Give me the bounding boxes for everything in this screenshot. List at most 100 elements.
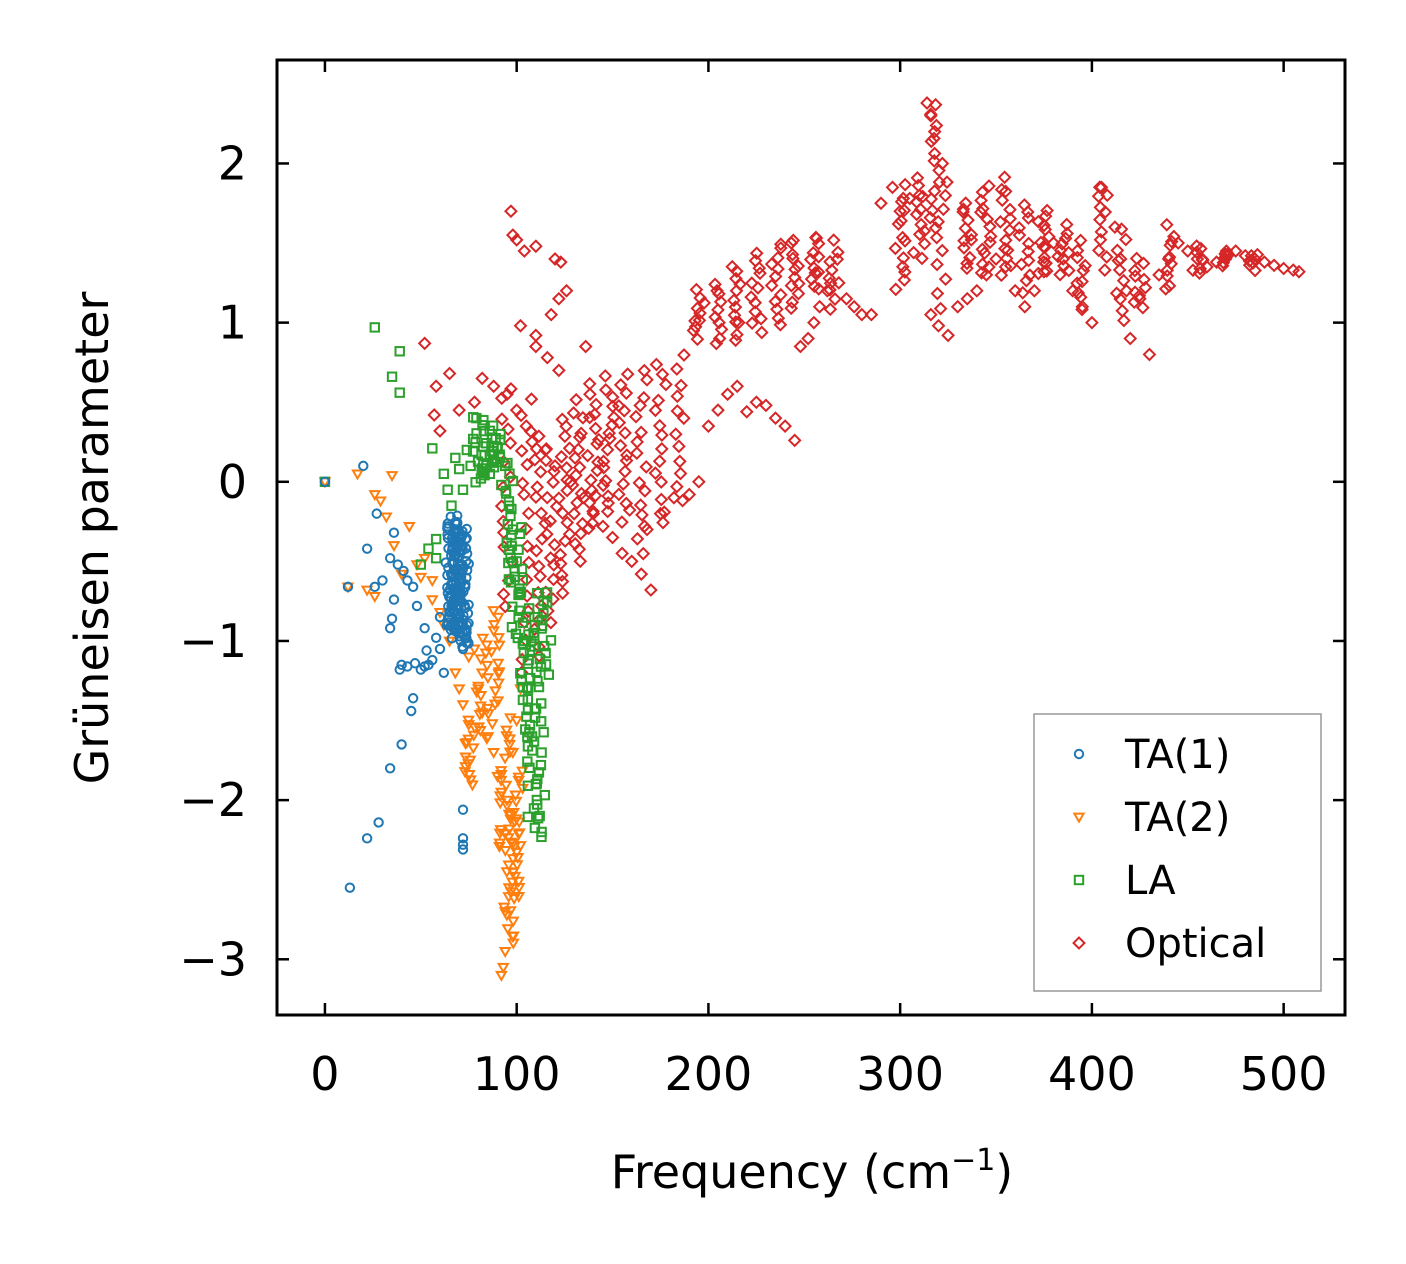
data-point [528,803,540,814]
data-point [1051,249,1065,264]
data-point [538,727,549,738]
data-point [748,304,763,319]
data-point [773,317,788,332]
data-point [535,716,547,727]
data-point [1193,261,1208,276]
data-point [461,444,473,456]
data-point [417,336,432,351]
data-point [512,891,526,903]
data-point [1159,217,1174,232]
data-point [491,658,505,670]
data-point [1180,244,1195,258]
data-point [360,585,374,597]
data-point [548,459,562,473]
data-point [536,747,547,758]
data-point [535,531,550,546]
data-point [1098,205,1113,219]
data-point [771,311,786,326]
data-point [812,299,827,314]
data-point [462,652,476,664]
data-point [419,623,430,634]
data-point [745,316,759,330]
data-point [533,569,548,584]
data-point [748,295,763,310]
data-point [728,315,743,329]
data-point [498,946,512,958]
data-point [940,175,954,189]
data-point [546,557,561,572]
data-point [466,780,479,792]
data-point [1073,233,1088,248]
data-point [640,522,654,537]
data-point [522,694,534,705]
data-point [453,463,465,475]
data-point [1097,263,1112,277]
data-point [1021,211,1036,225]
data-point [635,508,649,522]
data-point [983,235,997,250]
data-point [532,813,544,824]
data-point [839,291,854,306]
data-point [712,331,727,346]
x-axis-label-close: ) [995,1145,1013,1199]
data-point [601,496,616,510]
data-point [562,441,577,456]
series-ta1 [319,460,474,893]
data-point [1000,243,1015,258]
data-point [994,268,1009,283]
data-point [481,703,495,715]
data-point [480,734,494,746]
data-point [636,546,651,561]
data-point [619,386,634,400]
y-tick-label: −2 [179,773,247,827]
data-point [906,245,921,260]
data-point [452,403,467,418]
data-point [598,473,613,488]
data-point [562,527,577,542]
data-point [388,527,400,538]
data-point [521,506,536,521]
data-point [754,311,768,326]
data-point [433,423,447,438]
data-point [649,357,664,372]
data-point [1152,268,1166,282]
data-point [854,307,869,322]
data-point [929,118,944,133]
data-point [475,371,490,386]
data-point [588,421,603,436]
data-point [931,214,946,229]
data-point [533,465,548,479]
data-point [618,426,632,440]
data-point [546,475,561,490]
data-point [764,278,779,293]
data-point [515,668,526,679]
x-tick-label: 400 [1048,1047,1136,1101]
data-point [957,233,971,248]
data-point [823,283,837,297]
data-point [600,442,615,457]
data-point [447,537,458,548]
data-point [512,817,526,829]
data-point [1091,189,1106,204]
data-point [423,543,434,554]
data-point [457,844,469,855]
data-point [450,452,461,464]
data-point [969,283,984,298]
data-point [784,301,799,316]
data-point [728,333,743,348]
data-point [960,256,974,271]
data-point [1192,266,1207,280]
data-point [930,286,945,301]
data-point [525,635,537,647]
data-point [512,883,526,895]
data-point [503,739,517,751]
data-point [768,294,783,309]
data-point [572,430,587,445]
data-point [491,612,505,624]
data-point [1070,250,1085,265]
data-point [498,753,512,765]
data-point [941,328,955,343]
data-point [1091,243,1106,258]
data-point [912,188,927,203]
data-point [499,845,512,857]
